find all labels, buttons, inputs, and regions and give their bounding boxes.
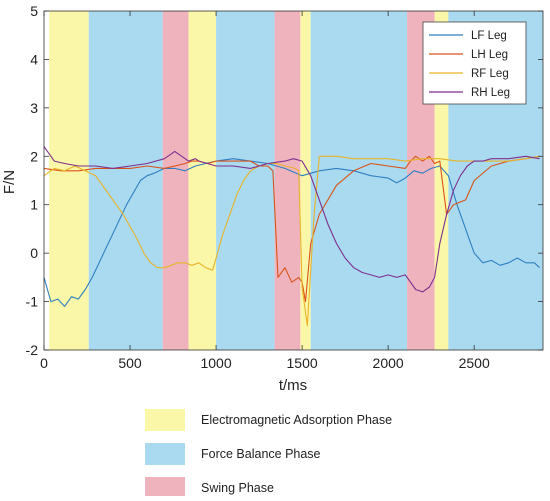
- y-tick-label: 2: [30, 148, 38, 164]
- legend-label: RH Leg: [471, 87, 510, 99]
- phase-legend-label: Swing Phase: [201, 481, 274, 495]
- phase-band: [162, 11, 189, 350]
- phase-legend-label: Electromagnetic Adsorption Phase: [201, 413, 392, 427]
- y-tick-label: 5: [30, 3, 38, 19]
- phase-band: [188, 11, 217, 350]
- phase-band: [300, 11, 311, 350]
- plot-frame: [43, 10, 544, 351]
- phase-legend-swatch: [145, 477, 185, 499]
- phase-band: [88, 11, 163, 350]
- legend-label: LF Leg: [471, 30, 507, 42]
- phase-band: [274, 11, 301, 350]
- phase-legend-swatch: [145, 443, 185, 465]
- phase-band: [216, 11, 275, 350]
- series-line: [43, 146, 540, 293]
- y-tick-label: -2: [26, 342, 39, 358]
- y-tick-label: 3: [30, 100, 38, 116]
- x-tick-label: 2000: [373, 355, 404, 371]
- series-line: [43, 155, 540, 303]
- series-legend: LF Leg LH Leg RF Leg RH Leg: [422, 21, 527, 105]
- x-tick-label: 1000: [200, 355, 231, 371]
- legend-label: RF Leg: [471, 68, 509, 80]
- phase-legend-label: Force Balance Phase: [201, 447, 321, 461]
- x-tick-label: 2500: [459, 355, 490, 371]
- y-tick-label: -1: [26, 294, 39, 310]
- x-tick-label: 500: [118, 355, 142, 371]
- phase-band: [310, 11, 408, 350]
- x-tick-label: 0: [40, 355, 48, 371]
- x-axis-label: t/ms: [279, 377, 307, 394]
- y-axis-label: F/N: [1, 170, 18, 194]
- series-line: [43, 155, 540, 327]
- legend-label: LH Leg: [471, 49, 508, 61]
- phase-legend-swatch: [145, 409, 185, 431]
- axes: 0 500 1000 1500 2000 2500 -2 -1 0 1 2 3 4 5: [26, 3, 544, 371]
- series-lines: [43, 146, 540, 327]
- y-tick-label: 0: [30, 245, 38, 261]
- x-tick-label: 1500: [287, 355, 318, 371]
- y-tick-label: 4: [30, 51, 38, 67]
- y-tick-label: 1: [30, 197, 38, 213]
- phase-band: [49, 11, 89, 350]
- legend-box: [422, 21, 527, 105]
- phase-legend: Electromagnetic Adsorption Phase Force Ba…: [145, 409, 392, 499]
